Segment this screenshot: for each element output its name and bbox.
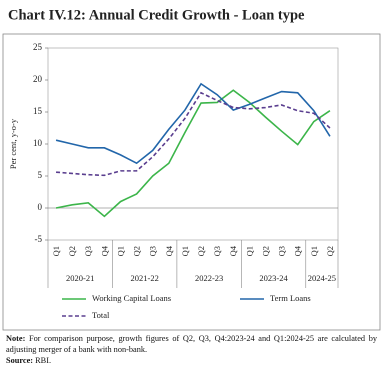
x-tick-label: Q3 [83,246,93,256]
x-tick-label: Q1 [309,246,319,256]
x-tick-label: Q4 [293,245,303,256]
note-text: For comparison purpose, growth figures o… [6,334,377,354]
x-tick-label: Q2 [196,246,206,256]
legend-label: Term Loans [270,293,311,303]
y-tick-label: -5 [35,234,43,244]
x-group-label: 2024-25 [308,273,336,283]
x-tick-label: Q2 [260,246,270,256]
chart-title: Chart IV.12: Annual Credit Growth - Loan… [8,7,305,23]
x-tick-label: Q1 [244,246,254,256]
source-label: Source: [6,356,34,365]
y-axis-label: Per cent, y-o-y [8,118,18,169]
note-line: Note: For comparison purpose, growth fig… [6,333,377,355]
source-text: RBI. [35,356,52,365]
frame [2,33,381,331]
x-tick-label: Q4 [228,245,238,256]
y-tick-label: 0 [38,202,43,212]
x-tick-label: Q3 [212,246,222,256]
legend-label: Working Capital Loans [92,293,171,303]
note-label: Note: [6,334,26,343]
note: Note: For comparison purpose, growth fig… [6,333,377,366]
y-tick-label: 15 [33,106,43,116]
series-line [55,89,331,218]
series-line [55,91,331,177]
x-tick-label: Q1 [180,246,190,256]
x-group-label: 2020-21 [66,273,94,283]
x-tick-label: Q1 [51,246,61,256]
x-tick-label: Q4 [164,245,174,256]
x-tick-label: Q3 [148,246,158,256]
x-tick-label: Q1 [115,246,125,256]
y-tick-label: 20 [33,74,43,84]
x-tick-label: Q3 [277,246,287,256]
x-group-label: 2023-24 [259,273,288,283]
legend-label: Total [92,310,110,320]
series-line [55,82,331,165]
x-group-label: 2022-23 [195,273,223,283]
y-tick-label: 5 [38,170,43,180]
x-tick-label: Q4 [99,245,109,256]
y-tick-label: 25 [33,42,43,52]
x-tick-label: Q2 [325,246,335,256]
x-tick-label: Q2 [67,246,77,256]
x-tick-label: Q2 [132,246,142,256]
x-group-label: 2021-22 [130,273,158,283]
plot-area [47,47,339,241]
source-line: Source: RBI. [6,355,377,366]
y-tick-label: 10 [33,138,43,148]
